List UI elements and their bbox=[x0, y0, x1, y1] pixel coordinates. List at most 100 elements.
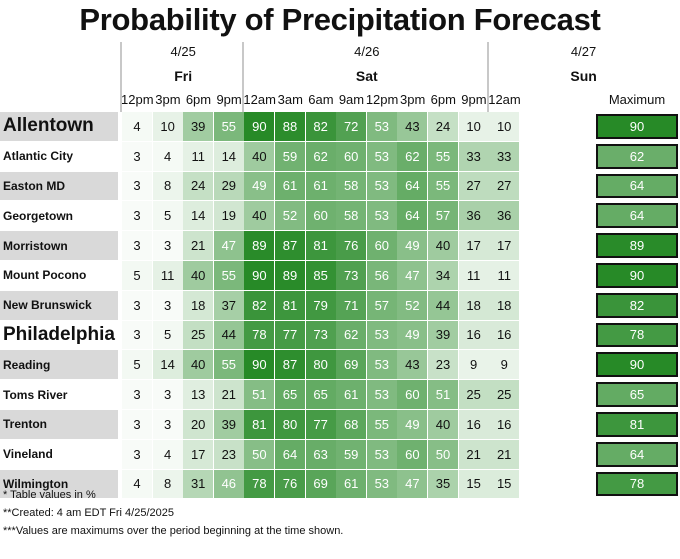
pop-cell: 52 bbox=[397, 290, 428, 320]
pop-cell: 53 bbox=[366, 380, 397, 409]
pop-cell: 25 bbox=[458, 380, 489, 409]
pop-cell: 40 bbox=[244, 141, 275, 171]
pop-cell: 76 bbox=[275, 469, 305, 499]
pop-cell: 29 bbox=[213, 171, 244, 201]
pop-cell: 53 bbox=[366, 201, 397, 231]
maximum-cell: 90 bbox=[596, 114, 678, 139]
pop-cell: 61 bbox=[275, 171, 305, 201]
pop-cell: 33 bbox=[458, 141, 489, 171]
pop-cell: 53 bbox=[366, 439, 397, 469]
pop-cell: 59 bbox=[336, 439, 367, 469]
time-header: 3am bbox=[277, 92, 303, 107]
pop-cell: 87 bbox=[275, 231, 305, 260]
pop-cell: 46 bbox=[213, 469, 244, 499]
pop-cell: 57 bbox=[366, 290, 397, 320]
pop-cell: 4 bbox=[122, 469, 152, 499]
pop-cell: 15 bbox=[458, 469, 489, 499]
pop-cell: 16 bbox=[458, 320, 489, 350]
location-label: Mount Pocono bbox=[3, 268, 87, 283]
pop-cell: 25 bbox=[489, 380, 520, 409]
pop-cell: 3 bbox=[152, 231, 183, 260]
pop-cell: 10 bbox=[489, 112, 520, 141]
maximum-cell: 89 bbox=[596, 233, 678, 258]
maximum-cell: 64 bbox=[596, 173, 678, 199]
pop-cell: 47 bbox=[397, 469, 428, 499]
pop-cell: 3 bbox=[152, 380, 183, 409]
pop-cell: 50 bbox=[244, 439, 275, 469]
pop-cell: 61 bbox=[305, 171, 336, 201]
pop-cell: 40 bbox=[183, 261, 214, 290]
footnote: **Created: 4 am EDT Fri 4/25/2025 bbox=[3, 507, 174, 519]
location-label: Georgetown bbox=[3, 208, 74, 223]
maximum-cell: 82 bbox=[596, 292, 678, 318]
pop-cell: 53 bbox=[366, 141, 397, 171]
pop-cell: 53 bbox=[366, 320, 397, 350]
pop-cell: 23 bbox=[428, 350, 458, 380]
pop-cell: 55 bbox=[213, 350, 244, 380]
pop-cell: 4 bbox=[152, 141, 183, 171]
maximum-header: Maximum bbox=[608, 92, 666, 107]
pop-cell: 11 bbox=[152, 261, 183, 290]
maximum-cell: 78 bbox=[596, 322, 678, 348]
pop-cell: 64 bbox=[397, 171, 428, 201]
pop-cell: 81 bbox=[244, 410, 275, 439]
pop-cell: 52 bbox=[275, 201, 305, 231]
maximum-cell: 90 bbox=[596, 352, 678, 378]
pop-cell: 51 bbox=[244, 380, 275, 409]
chart-title: Probability of Precipitation Forecast bbox=[79, 2, 601, 37]
location-label: Vineland bbox=[3, 447, 53, 462]
pop-cell: 24 bbox=[428, 112, 458, 141]
pop-cell: 73 bbox=[305, 320, 336, 350]
time-header: 12pm bbox=[365, 92, 399, 107]
pop-cell: 55 bbox=[428, 141, 458, 171]
pop-cell: 3 bbox=[122, 320, 152, 350]
location-label: Allentown bbox=[0, 112, 118, 141]
pop-cell: 21 bbox=[458, 439, 489, 469]
pop-cell: 89 bbox=[275, 261, 305, 290]
pop-cell: 10 bbox=[458, 112, 489, 141]
pop-cell: 39 bbox=[213, 410, 244, 439]
pop-cell: 3 bbox=[122, 141, 152, 171]
day-header: Fri bbox=[174, 68, 193, 84]
maximum-cell: 64 bbox=[596, 441, 678, 467]
pop-cell: 64 bbox=[397, 201, 428, 231]
pop-cell: 64 bbox=[275, 439, 305, 469]
pop-cell: 3 bbox=[122, 231, 152, 260]
footnote: * Table values in % bbox=[3, 489, 96, 501]
maximum-cell: 64 bbox=[596, 203, 678, 229]
pop-cell: 53 bbox=[366, 112, 397, 141]
pop-cell: 60 bbox=[336, 141, 367, 171]
pop-cell: 68 bbox=[336, 410, 367, 439]
pop-cell: 3 bbox=[122, 380, 152, 409]
pop-cell: 3 bbox=[152, 290, 183, 320]
pop-cell: 5 bbox=[122, 350, 152, 380]
location-label: Toms River bbox=[3, 387, 68, 402]
pop-cell: 55 bbox=[213, 261, 244, 290]
pop-cell: 23 bbox=[213, 439, 244, 469]
pop-cell: 55 bbox=[213, 112, 244, 141]
pop-cell: 21 bbox=[213, 380, 244, 409]
pop-cell: 16 bbox=[489, 410, 520, 439]
pop-cell: 78 bbox=[244, 320, 275, 350]
pop-cell: 20 bbox=[183, 410, 214, 439]
pop-cell: 88 bbox=[275, 112, 305, 141]
pop-cell: 14 bbox=[213, 141, 244, 171]
pop-cell: 53 bbox=[366, 469, 397, 499]
pop-cell: 58 bbox=[336, 171, 367, 201]
pop-cell: 14 bbox=[183, 201, 214, 231]
pop-cell: 9 bbox=[458, 350, 489, 380]
pop-cell: 3 bbox=[122, 201, 152, 231]
pop-cell: 90 bbox=[244, 112, 275, 141]
pop-cell: 72 bbox=[336, 112, 367, 141]
pop-cell: 11 bbox=[489, 261, 520, 290]
pop-cell: 65 bbox=[275, 380, 305, 409]
pop-cell: 69 bbox=[305, 469, 336, 499]
pop-cell: 43 bbox=[397, 112, 428, 141]
pop-cell: 18 bbox=[458, 290, 489, 320]
pop-cell: 5 bbox=[122, 261, 152, 290]
pop-cell: 80 bbox=[275, 410, 305, 439]
location-label: Trenton bbox=[0, 410, 118, 439]
pop-cell: 4 bbox=[152, 439, 183, 469]
pop-cell: 3 bbox=[122, 171, 152, 201]
time-header: 3pm bbox=[155, 92, 181, 107]
